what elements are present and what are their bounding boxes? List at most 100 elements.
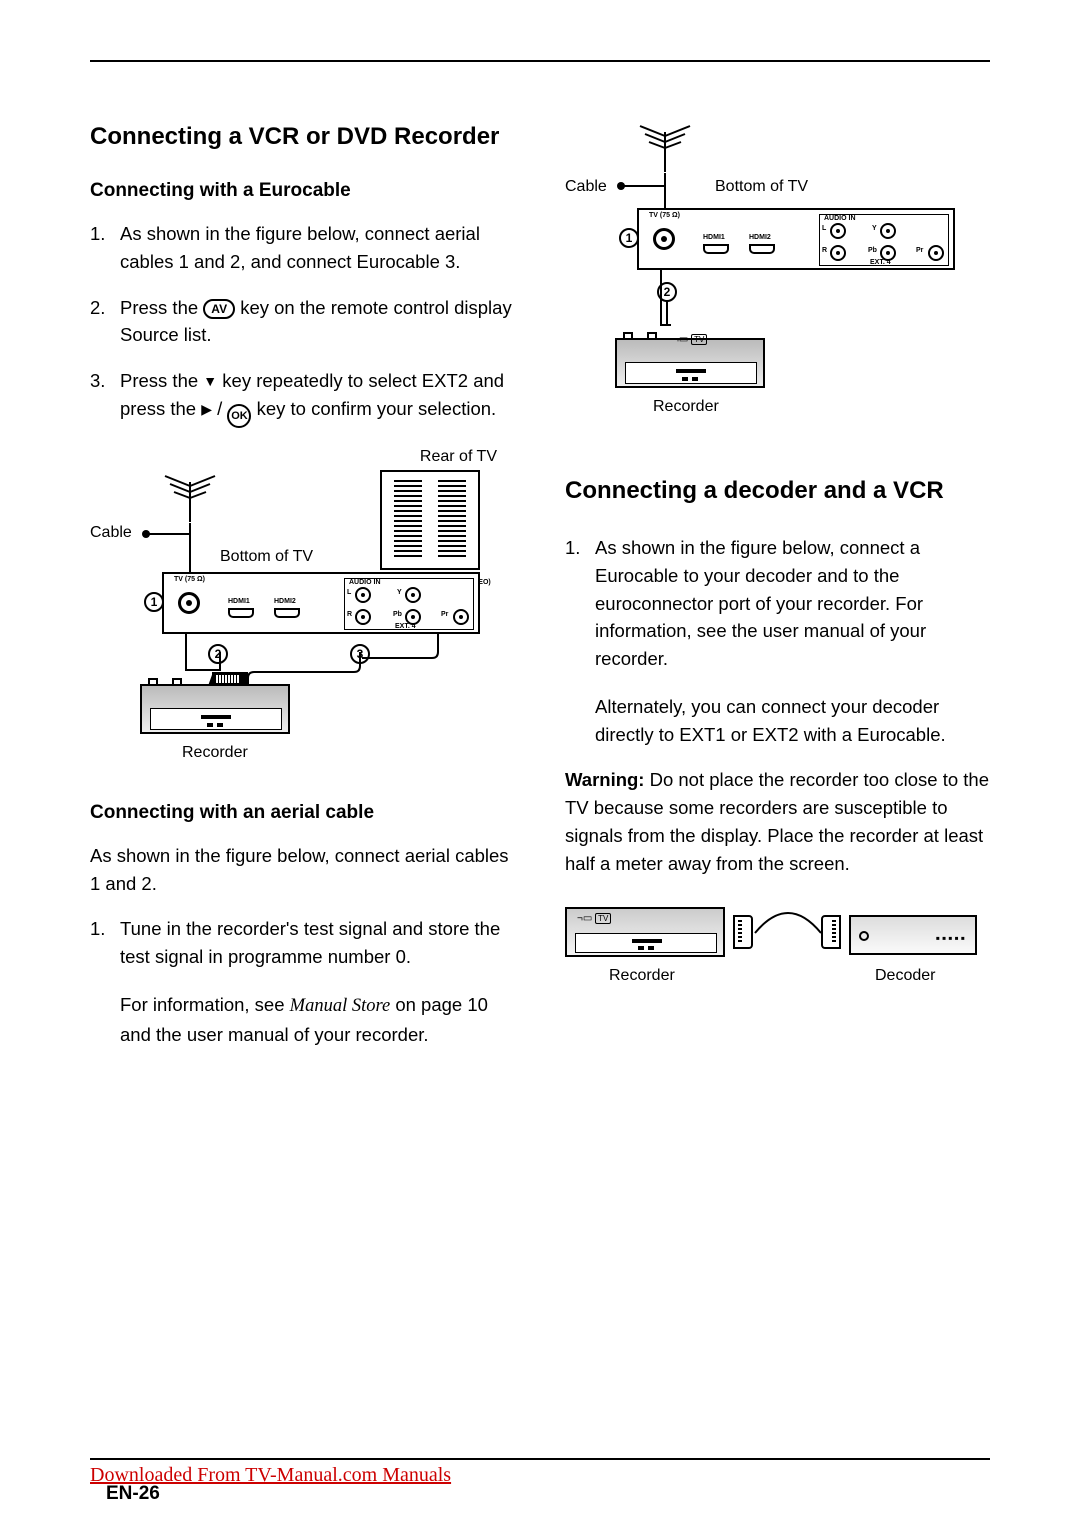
cable-arc-icon — [753, 905, 823, 955]
manual-store-ref: Manual Store — [290, 996, 391, 1016]
aerial-steps: Tune in the recorder's test signal and s… — [90, 915, 515, 971]
subheading-eurocable: Connecting with a Eurocable — [90, 180, 515, 202]
hdmi-port-icon — [274, 608, 300, 618]
fig1-bottom-panel: TV (75 Ω) HDMI1 HDMI2 AUDIO IN L Y — [162, 572, 480, 634]
left-column: Connecting a VCR or DVD Recorder Connect… — [90, 122, 515, 1066]
hdmi-port-icon — [703, 244, 729, 254]
fig1-ext4-label: EXT. 4 — [395, 623, 416, 630]
section-heading-vcr-dvd: Connecting a VCR or DVD Recorder — [90, 122, 515, 152]
fig3-recorder-label: Recorder — [609, 967, 675, 985]
right-column: Cable Bottom of TV TV (75 Ω) HDMI1 HDMI2 — [565, 122, 990, 1066]
bottom-rule — [90, 1458, 990, 1460]
hdmi-port-icon — [228, 608, 254, 618]
aerial-note: For information, see Manual Store on pag… — [90, 991, 515, 1049]
page-number: EN-26 — [106, 1483, 451, 1505]
fig2-r: R — [822, 247, 827, 254]
fig2-hdmi2-label: HDMI2 — [749, 234, 771, 241]
fig2-pb: Pb — [868, 247, 877, 254]
figure-eurocable-connection: Rear of TV EXT. 1 (RGB) EXT. 2 (CVBS / S… — [90, 448, 515, 778]
fig2-bottom-label: Bottom of TV — [715, 178, 808, 196]
rca-port-icon — [880, 223, 896, 239]
decoder-steps: As shown in the figure below, connect a … — [565, 534, 990, 673]
coax-port-icon — [653, 228, 675, 250]
subheading-aerial: Connecting with an aerial cable — [90, 802, 515, 824]
fig3-recorder-box: ¬▭ TV — [565, 907, 725, 957]
figure-aerial-connection: Cable Bottom of TV TV (75 Ω) HDMI1 HDMI2 — [565, 122, 990, 452]
fig1-recorder-label: Recorder — [182, 744, 248, 762]
fig1-r: R — [347, 611, 352, 618]
recorder-front-icon — [150, 708, 282, 730]
rca-port-icon — [355, 609, 371, 625]
fig3-decoder-label: Decoder — [875, 967, 935, 985]
decoder-alt-note: Alternately, you can connect your decode… — [565, 693, 990, 749]
two-column-layout: Connecting a VCR or DVD Recorder Connect… — [90, 122, 990, 1066]
antenna-icon — [160, 472, 220, 522]
figure-decoder-vcr: ¬▭ TV — [565, 897, 990, 1007]
coax-port-icon — [178, 592, 200, 614]
scart-plug-icon — [733, 915, 753, 949]
rf-out-icon — [647, 332, 657, 340]
tv-out-icon: ¬▭ TV — [673, 334, 707, 345]
rf-out-icon — [172, 678, 182, 686]
fig1-cable-label: Cable — [90, 524, 132, 542]
right-arrow-icon: ▶ — [201, 399, 212, 420]
fig2-bottom-panel: TV (75 Ω) HDMI1 HDMI2 AUDIO IN L Y R — [637, 208, 955, 270]
section-heading-decoder-vcr: Connecting a decoder and a VCR — [565, 476, 990, 506]
hdmi-port-icon — [749, 244, 775, 254]
manual-page: Connecting a VCR or DVD Recorder Connect… — [0, 0, 1080, 1535]
fig2-hdmi1-label: HDMI1 — [703, 234, 725, 241]
rca-port-icon — [355, 587, 371, 603]
rca-port-icon — [405, 587, 421, 603]
av-block: AUDIO IN L Y R Pb Pr EXT. 4 — [344, 578, 474, 630]
euro-step-1: As shown in the figure below, connect ae… — [90, 220, 515, 276]
decoder-step-1: As shown in the figure below, connect a … — [565, 534, 990, 673]
decoder-dots-icon: ▪▪▪▪▪ — [936, 931, 967, 945]
fig1-rear-label: Rear of TV — [420, 448, 497, 466]
fig2-tv75-label: TV (75 Ω) — [649, 212, 680, 219]
warning-paragraph: Warning: Do not place the recorder too c… — [565, 766, 990, 877]
rca-port-icon — [453, 609, 469, 625]
fig2-callout-1: 1 — [619, 228, 639, 248]
scart-port-icon — [394, 480, 422, 560]
aerial-step-1: Tune in the recorder's test signal and s… — [90, 915, 515, 971]
antenna-icon — [635, 122, 695, 172]
fig1-pr: Pr — [441, 611, 448, 618]
power-icon — [859, 931, 869, 941]
scart-port-icon — [438, 480, 466, 560]
fig1-bottom-label: Bottom of TV — [220, 548, 313, 566]
down-arrow-icon: ▼ — [203, 371, 217, 392]
fig1-audioin-label: AUDIO IN — [349, 579, 381, 586]
eurocable-steps: As shown in the figure below, connect ae… — [90, 220, 515, 428]
aerial-intro: As shown in the figure below, connect ae… — [90, 842, 515, 898]
page-footer: Downloaded From TV-Manual.com Manuals EN… — [90, 1464, 451, 1505]
rf-in-icon — [148, 678, 158, 686]
av-block: AUDIO IN L Y R Pb Pr EXT. 4 — [819, 214, 949, 266]
rca-port-icon — [830, 245, 846, 261]
tv-out-icon: ¬▭ TV — [577, 913, 611, 924]
scart-plug-icon — [212, 672, 248, 686]
rf-in-icon — [623, 332, 633, 340]
fig2-l: L — [822, 225, 826, 232]
fig2-recorder-box: ¬▭ TV — [615, 338, 765, 388]
warning-label: Warning: — [565, 769, 644, 790]
fig2-pr: Pr — [916, 247, 923, 254]
fig2-recorder-label: Recorder — [653, 398, 719, 416]
ok-button-icon: OK — [227, 404, 251, 428]
fig2-ext4-label: EXT. 4 — [870, 259, 891, 266]
fig1-tv75-label: TV (75 Ω) — [174, 576, 205, 583]
fig1-hdmi1-label: HDMI1 — [228, 598, 250, 605]
euro-step-3: Press the ▼ key repeatedly to select EXT… — [90, 367, 515, 428]
recorder-front-icon — [625, 362, 757, 384]
fig2-y: Y — [872, 225, 877, 232]
recorder-front-icon — [575, 933, 717, 953]
fig1-pb: Pb — [393, 611, 402, 618]
fig2-cable-label: Cable — [565, 178, 607, 196]
euro-step-2: Press the AV key on the remote control d… — [90, 294, 515, 350]
fig1-callout-1: 1 — [144, 592, 164, 612]
fig1-rear-panel: EXT. 1 (RGB) EXT. 2 (CVBS / S-VIDEO) — [380, 470, 480, 570]
rca-port-icon — [928, 245, 944, 261]
fig1-y: Y — [397, 589, 402, 596]
scart-plug-icon — [821, 915, 841, 949]
av-button-icon: AV — [203, 299, 235, 319]
top-rule — [90, 60, 990, 62]
